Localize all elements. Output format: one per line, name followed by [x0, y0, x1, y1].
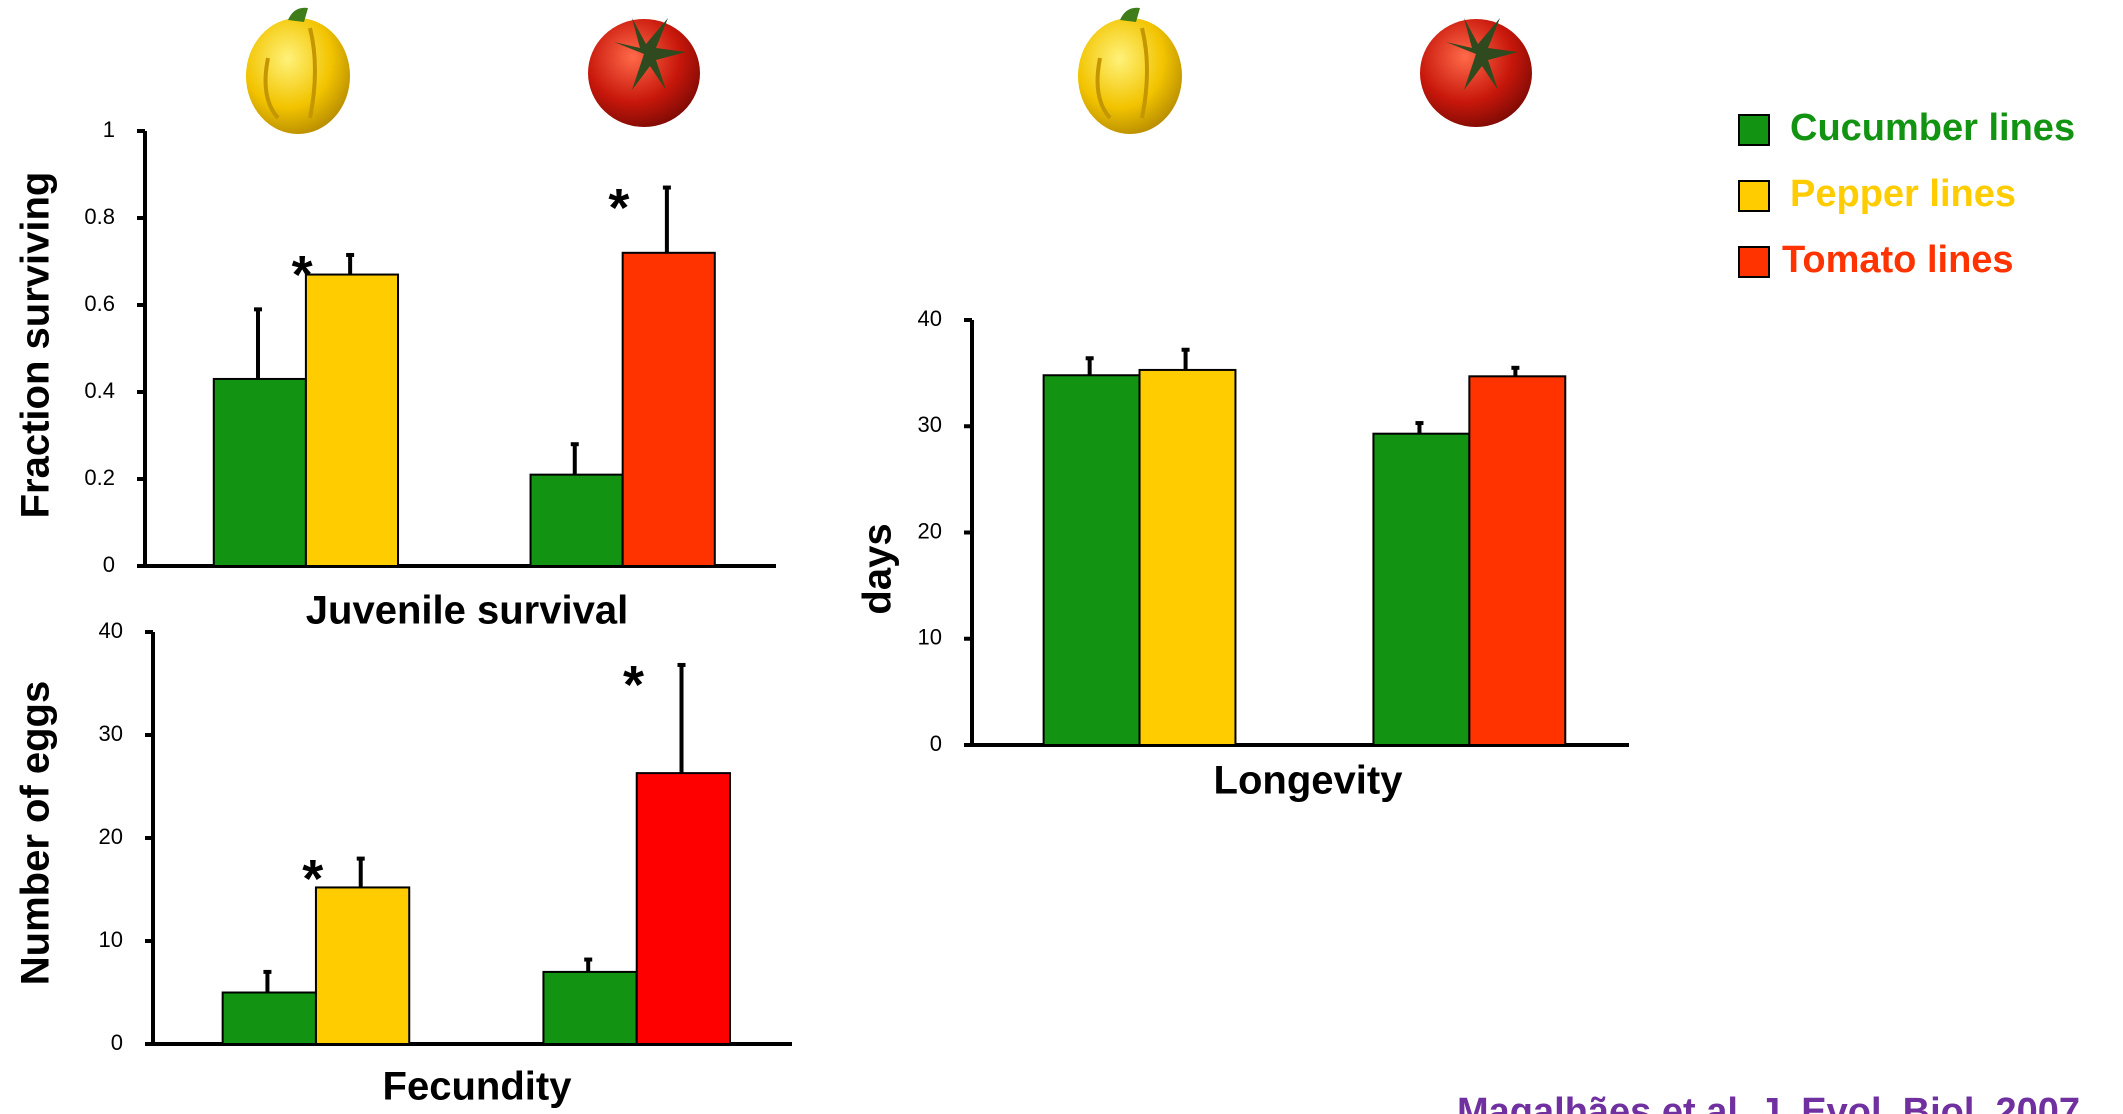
y-tick-label: 40 [918, 306, 942, 331]
bar [1469, 376, 1565, 745]
tomato-icon [588, 18, 700, 127]
legend-swatch [1739, 247, 1769, 277]
bar [623, 253, 715, 566]
y-tick-label: 20 [99, 824, 123, 849]
y-axis-title: days [856, 523, 900, 614]
legend-label: Pepper lines [1790, 173, 2016, 215]
y-tick-label: 0 [103, 552, 115, 577]
bar [214, 379, 306, 566]
x-axis-title: Juvenile survival [306, 589, 628, 633]
y-tick-label: 0 [111, 1030, 123, 1055]
significance-mark: * [302, 849, 323, 909]
bar [637, 773, 730, 1044]
y-tick-label: 0.8 [84, 204, 115, 229]
x-axis-title: Fecundity [383, 1065, 573, 1109]
page: Magalhães et al. J. Evol. Biol. 2007 0 0.… [0, 0, 2123, 1114]
y-tick-label: 0.6 [84, 291, 115, 316]
bar [223, 993, 316, 1045]
bar [543, 972, 636, 1044]
y-tick-label: 10 [918, 625, 942, 650]
bar [1044, 375, 1140, 745]
x-axis-title: Longevity [1214, 759, 1404, 803]
legend-label: Cucumber lines [1790, 107, 2075, 149]
pepper-icon [1078, 8, 1182, 134]
legend-label: Tomato lines [1782, 239, 2014, 281]
y-axis-title: Fraction surviving [14, 172, 58, 519]
y-axis-title: Number of eggs [14, 681, 58, 985]
citation: Magalhães et al. J. Evol. Biol. 2007 [1457, 1091, 2080, 1114]
bar [1140, 370, 1236, 745]
y-tick-label: 1 [103, 117, 115, 142]
y-tick-label: 0.4 [84, 378, 115, 403]
y-tick-label: 20 [918, 518, 942, 543]
significance-mark: * [608, 178, 629, 238]
bar [531, 475, 623, 566]
bar [306, 275, 398, 566]
pepper-icon [246, 8, 350, 134]
y-tick-label: 0 [930, 731, 942, 756]
y-tick-label: 30 [918, 412, 942, 437]
y-tick-label: 30 [99, 721, 123, 746]
y-tick-label: 10 [99, 927, 123, 952]
legend-swatch [1739, 181, 1769, 211]
y-tick-label: 0.2 [84, 465, 115, 490]
significance-mark: * [292, 245, 313, 305]
legend-swatch [1739, 115, 1769, 145]
tomato-icon [1420, 18, 1532, 127]
figure: Magalhães et al. J. Evol. Biol. 2007 0 0.… [0, 0, 2123, 1114]
y-tick-label: 40 [99, 618, 123, 643]
bar [316, 887, 409, 1044]
bar [1373, 434, 1469, 745]
significance-mark: * [623, 655, 644, 715]
